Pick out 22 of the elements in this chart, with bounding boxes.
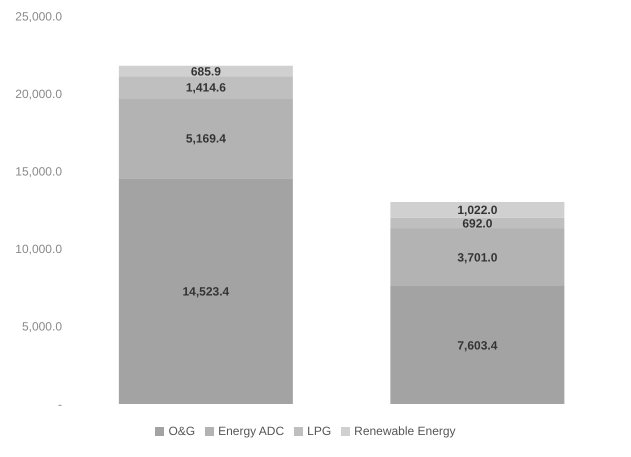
data-label: 685.9: [190, 64, 222, 78]
legend-label: O&G: [168, 424, 196, 438]
y-tick-label: 20,000.0: [15, 86, 62, 101]
data-label: 1,022.0: [457, 203, 498, 218]
data-label: 3,701.0: [457, 250, 498, 265]
bar: [390, 286, 564, 404]
data-label: 14,523.4: [182, 284, 230, 299]
data-label: 7,603.4: [457, 338, 498, 352]
legend-label: LPG: [307, 424, 332, 438]
y-tick-label: -: [58, 397, 62, 412]
data-label: 1,414.6: [186, 80, 226, 95]
data-label: 5,169.4: [186, 132, 226, 146]
legend-label: Energy ADC: [218, 424, 284, 438]
legend-label: Renewable Energy: [354, 424, 456, 438]
y-tick-label: 15,000.0: [15, 164, 62, 178]
y-tick-label: 25,000.0: [15, 9, 62, 24]
y-tick-label: 5,000.0: [22, 320, 62, 334]
bar: [118, 66, 293, 76]
bar: [118, 178, 293, 404]
bar: [390, 202, 564, 218]
y-tick-label: 10,000.0: [15, 242, 62, 256]
data-label: 692.0: [462, 216, 493, 230]
